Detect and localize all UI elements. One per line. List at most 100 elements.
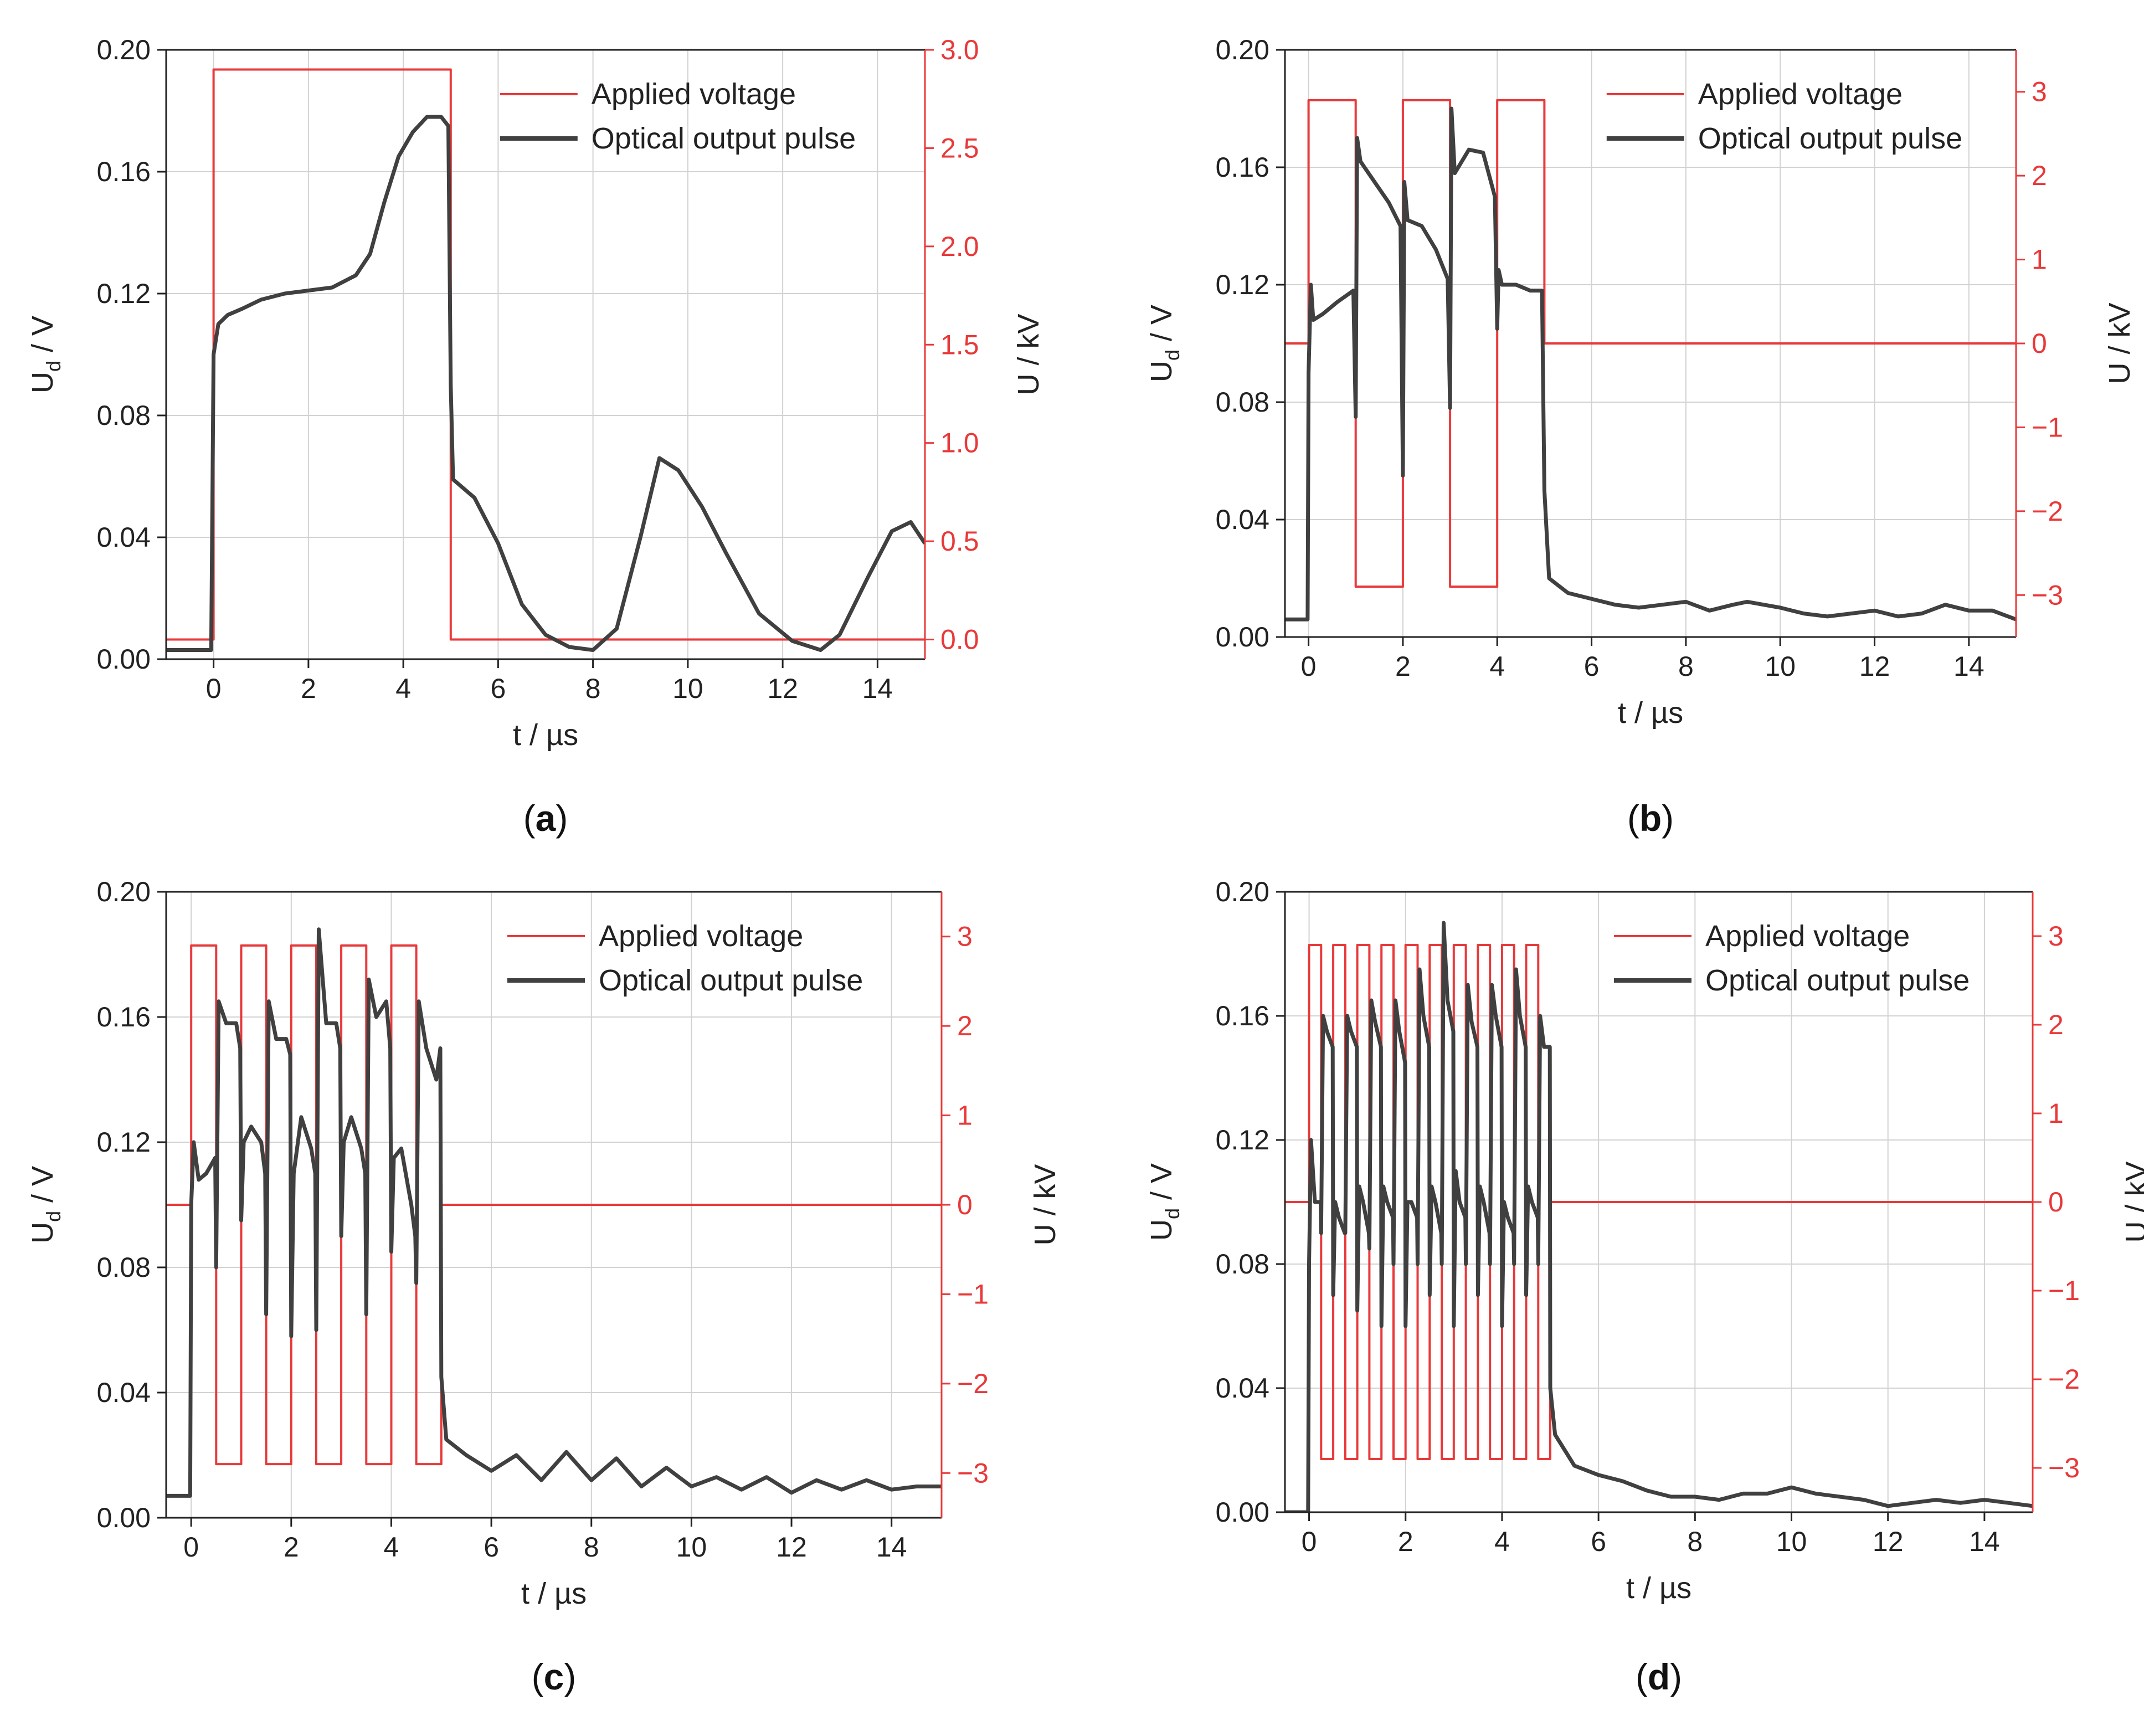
y-right-tick-label: 3	[2048, 921, 2064, 952]
optical-output-pulse-line	[166, 115, 925, 652]
x-tick-label: 2	[1398, 1526, 1413, 1557]
x-tick-label: 10	[672, 673, 703, 704]
x-tick-label: 6	[490, 673, 506, 704]
y-left-tick-label: 0.08	[1216, 387, 1269, 418]
y-left-axis-label: Ud / V	[26, 1166, 65, 1244]
x-tick-label: 14	[862, 673, 893, 704]
y-right-tick-label: −1	[957, 1278, 989, 1309]
panel-caption: (b)	[1627, 798, 1674, 839]
y-left-axis-label: Ud / V	[26, 316, 65, 393]
x-axis-label: t / µs	[521, 1577, 587, 1610]
optical-output-pulse-line	[1285, 106, 2016, 622]
legend: Applied voltage Optical output pulse	[507, 920, 863, 997]
y-left-label-unit: / V	[1145, 305, 1178, 350]
y-right-tick-label: −3	[957, 1457, 989, 1488]
caption-close-paren: )	[1670, 1656, 1682, 1697]
y-right-tick-label: 1	[2032, 244, 2047, 275]
caption-letter: c	[544, 1656, 564, 1697]
y-right-tick-label: 2.5	[940, 132, 979, 163]
y-right-tick-label: 0.5	[940, 526, 979, 557]
y-right-tick-label: 3	[957, 921, 973, 952]
y-right-tick-label: 2	[2048, 1009, 2064, 1040]
y-right-tick-label: 1	[2048, 1098, 2064, 1129]
x-tick-label: 8	[584, 1532, 599, 1563]
y-right-tick-label: −2	[2048, 1364, 2080, 1395]
y-right-tick-label: 0	[957, 1189, 973, 1220]
x-tick-label: 14	[1969, 1526, 2000, 1557]
x-tick-label: 14	[876, 1532, 907, 1563]
x-tick-label: 14	[1953, 651, 1984, 682]
panel-caption: (d)	[1636, 1656, 1682, 1697]
y-right-tick-label: 1.5	[940, 329, 979, 360]
applied-voltage-line	[166, 68, 925, 641]
x-tick-label: 2	[284, 1532, 299, 1563]
caption-close-paren: )	[1662, 798, 1674, 839]
x-tick-label: 10	[1765, 651, 1796, 682]
x-tick-label: 8	[1678, 651, 1694, 682]
x-tick-label: 0	[1302, 1526, 1317, 1557]
caption-open-paren: (	[532, 1656, 544, 1697]
caption-open-paren: (	[1636, 1656, 1648, 1697]
y-left-axis-label: Ud / V	[1145, 1163, 1184, 1241]
y-left-tick-label: 0.08	[1216, 1249, 1269, 1280]
y-right-tick-label: 1	[957, 1100, 973, 1131]
y-left-label-symbol: U	[26, 1222, 59, 1244]
x-tick-label: 4	[1494, 1526, 1510, 1557]
caption-letter: a	[536, 798, 557, 839]
x-tick-label: 8	[585, 673, 601, 704]
y-left-tick-label: 0.04	[97, 522, 151, 553]
y-left-tick-label: 0.16	[1216, 152, 1269, 183]
y-left-label-symbol: U	[1145, 361, 1178, 382]
y-right-tick-label: 0	[2032, 328, 2047, 359]
x-tick-label: 2	[301, 673, 316, 704]
caption-letter: d	[1648, 1656, 1670, 1697]
y-right-axis-label: U / kV	[2120, 1161, 2144, 1242]
y-right-tick-label: 3.0	[940, 34, 979, 65]
caption-close-paren: )	[564, 1656, 576, 1697]
y-right-tick-label: −2	[2032, 496, 2063, 527]
y-left-label-unit: / V	[26, 316, 59, 361]
legend-label-applied-voltage: Applied voltage	[599, 920, 803, 953]
y-left-tick-label: 0.16	[1216, 1000, 1269, 1031]
y-left-label-unit: / V	[1145, 1163, 1178, 1208]
y-left-tick-label: 0.00	[1216, 622, 1269, 653]
optical-output-pulse-line	[1285, 921, 2033, 1512]
applied-voltage-line	[1285, 99, 2016, 588]
panel-caption: (c)	[532, 1656, 577, 1697]
x-tick-label: 6	[1584, 651, 1600, 682]
legend-label-applied-voltage: Applied voltage	[1705, 920, 1910, 953]
y-left-tick-label: 0.16	[97, 1001, 151, 1033]
y-right-tick-label: −3	[2032, 579, 2063, 610]
caption-open-paren: (	[523, 798, 536, 839]
y-right-axis-label: U / kV	[2103, 302, 2136, 384]
y-left-tick-label: 0.20	[1216, 876, 1269, 907]
y-left-tick-label: 0.12	[97, 1127, 151, 1158]
y-right-tick-label: −2	[957, 1368, 989, 1399]
x-axis-label: t / µs	[1626, 1571, 1691, 1605]
y-left-tick-label: 0.04	[1216, 1373, 1269, 1404]
y-left-tick-label: 0.12	[97, 278, 151, 309]
legend-label-optical-output: Optical output pulse	[1698, 122, 1962, 155]
x-tick-label: 0	[1301, 651, 1317, 682]
y-left-label-symbol: U	[26, 372, 59, 393]
y-left-tick-label: 0.12	[1216, 1124, 1269, 1155]
chart-panel-a: 0 2 4 6 8 10 12 14 0.00 0.04 0.08 0.12 0.16 0.20 0.0 0.…	[26, 34, 1045, 839]
y-left-label-subscript: d	[42, 361, 65, 372]
chart-panel-d: 0 2 4 6 8 10 12 140.000.040.080.120.160.20−3−2−…	[1145, 876, 2144, 1697]
chart-panel-c: 0 2 4 6 8 10 12 140.000.040.080.120.160.20−3−2−…	[26, 876, 1062, 1697]
y-right-tick-label: 2	[957, 1010, 973, 1041]
legend: Applied voltage Optical output pulse	[1614, 920, 1970, 997]
legend-label-optical-output: Optical output pulse	[592, 122, 856, 155]
x-tick-label: 12	[1873, 1526, 1904, 1557]
optical-output-pulse-line	[166, 927, 942, 1498]
x-tick-label: 0	[206, 673, 222, 704]
x-tick-label: 10	[1776, 1526, 1807, 1557]
y-right-tick-label: −1	[2032, 412, 2063, 443]
legend: Applied voltage Optical output pulse	[1606, 78, 1962, 155]
y-left-tick-label: 0.12	[1216, 269, 1269, 300]
y-left-tick-label: 0.00	[97, 1502, 151, 1533]
y-left-tick-label: 0.00	[97, 644, 151, 675]
y-left-tick-label: 0.08	[97, 1252, 151, 1283]
y-right-tick-label: 0	[2048, 1187, 2064, 1218]
